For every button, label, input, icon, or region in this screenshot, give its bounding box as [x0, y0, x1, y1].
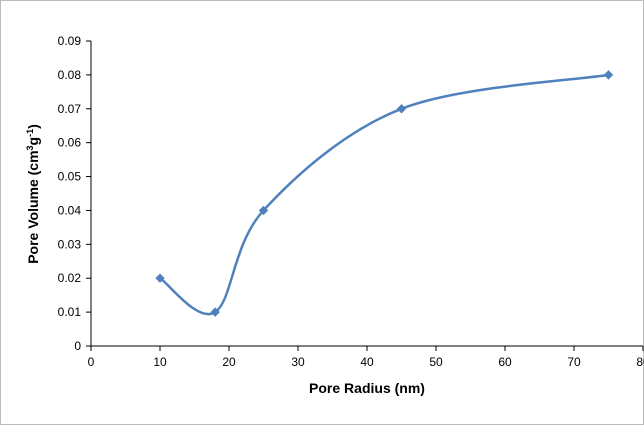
x-tick-label: 70 — [567, 355, 581, 369]
data-point-marker — [603, 70, 614, 80]
series-line — [158, 73, 610, 316]
y-tick-label: 0.03 — [58, 237, 82, 251]
y-axis-title-end: ) — [25, 124, 41, 129]
tick-labels: 0 0.01 0.02 0.03 0.04 0.05 0.06 0.07 0.08 0.09 0 10… — [58, 34, 644, 369]
y-tick-label: 0.02 — [58, 271, 82, 285]
x-tick-label: 50 — [429, 355, 443, 369]
x-tick-label: 20 — [222, 355, 236, 369]
y-tick-label: 0.08 — [58, 68, 82, 82]
axes — [86, 40, 644, 351]
y-tick-label: 0.04 — [58, 203, 82, 217]
y-axis-title: Pore Volume (cm3g-1) — [25, 124, 41, 264]
y-tick-label: 0.05 — [58, 170, 82, 184]
y-axis-title-sup1: 3 — [25, 145, 35, 150]
y-tick-label: 0.07 — [58, 102, 82, 116]
x-tick-label: 80 — [636, 355, 644, 369]
y-axis-title-mid: g — [25, 137, 41, 146]
x-tick-label: 60 — [498, 355, 512, 369]
y-tick-label: 0 — [74, 339, 81, 353]
y-axis-title-sup2: -1 — [25, 129, 35, 137]
x-tick-label: 40 — [360, 355, 374, 369]
y-tick-label: 0.06 — [58, 136, 82, 150]
x-tick-label: 0 — [88, 355, 95, 369]
data-point-marker — [258, 205, 269, 216]
x-tick-label: 10 — [153, 355, 167, 369]
x-tick-label: 30 — [291, 355, 305, 369]
x-axis-title: Pore Radius (nm) — [309, 380, 425, 396]
series-layer — [155, 70, 614, 317]
data-point-marker — [155, 273, 165, 283]
y-tick-label: 0.01 — [58, 305, 82, 319]
data-point-marker — [210, 307, 220, 317]
data-point-marker — [396, 104, 407, 114]
y-axis-title-base: Pore Volume (cm — [25, 150, 41, 263]
y-tick-label: 0.09 — [58, 34, 82, 48]
